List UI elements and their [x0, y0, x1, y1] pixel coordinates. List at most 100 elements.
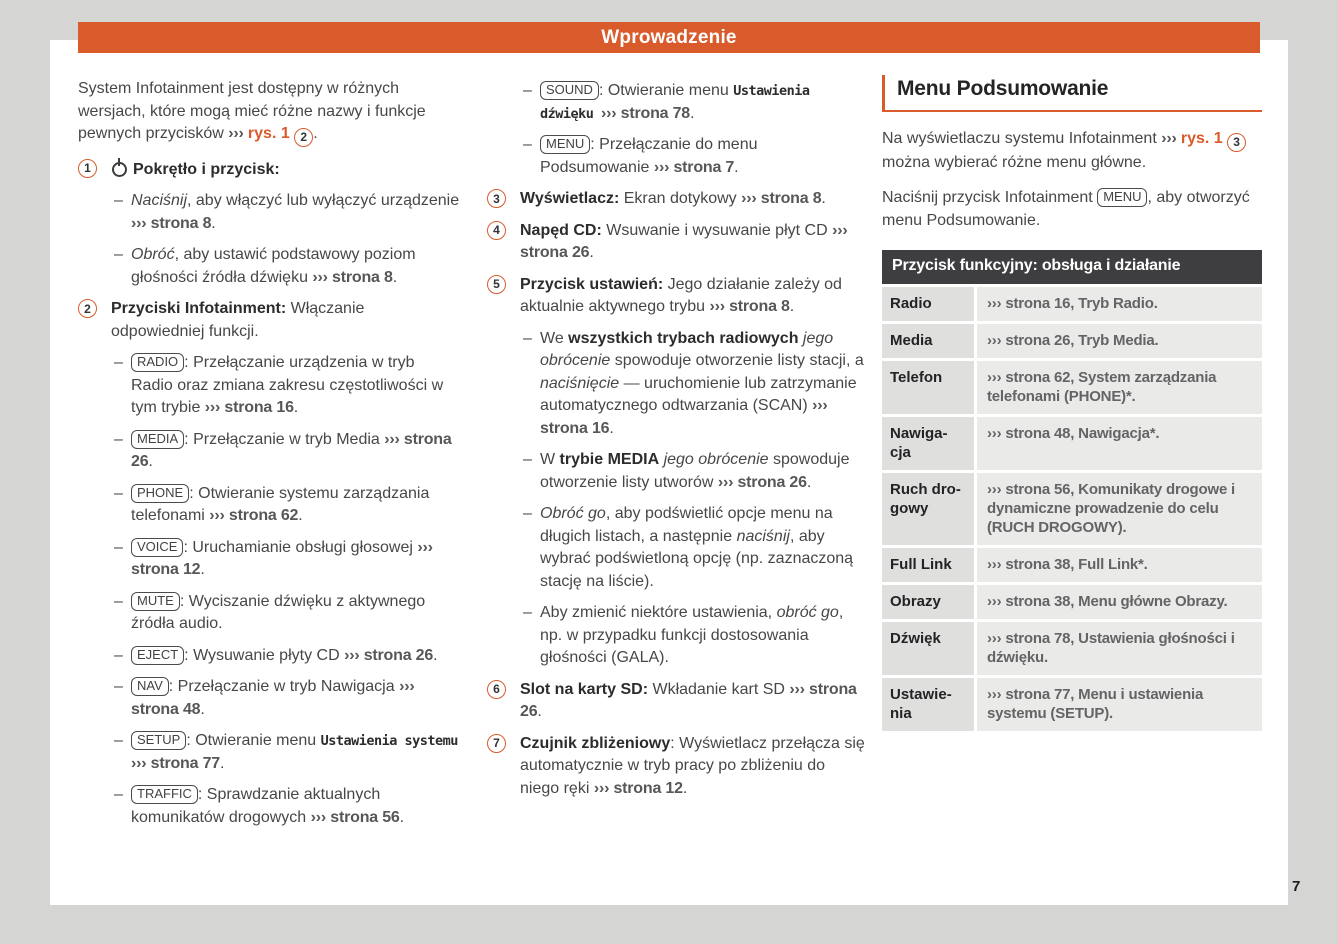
bold-text: Pokrętło i przycisk: [133, 160, 280, 178]
table-row: Ruch dro- gowy ››› strona 56, Komunikaty … [882, 472, 1262, 545]
chapter-header-bar: Wprowadzenie [78, 22, 1260, 53]
page-reference: ››› [1161, 130, 1181, 148]
paragraph: Naciśnij przycisk Infotainment MENU, aby… [882, 187, 1262, 232]
italic-text: Obróć [131, 246, 175, 263]
text-segment: Jego działanie zależy od aktualnie aktyw… [520, 275, 842, 316]
text-segment: , np. w przypadku funkcji dostosowania g… [540, 604, 844, 666]
dash-marker: – [114, 592, 123, 610]
numbered-item: 1 Pokrętło i przycisk: [78, 157, 460, 182]
italic-text: Obróć go [540, 505, 606, 522]
page-reference: ››› strona 7 [653, 158, 735, 176]
table-value-cell: ››› strona 48, Nawigacja*. [977, 416, 1262, 470]
bold-text: Przycisk ustawień: [520, 275, 664, 293]
table-value-cell: ››› strona 56, Komunikaty drogowe i dyna… [977, 472, 1262, 545]
dash-marker: – [114, 538, 123, 556]
table-key-cell: Nawiga- cja [882, 416, 974, 470]
figure-reference: rys. 1 [1180, 130, 1228, 148]
circled-number: 3 [487, 189, 506, 208]
circled-number: 3 [1227, 132, 1247, 152]
text-segment: . [789, 298, 795, 315]
text-segment: . [148, 453, 153, 470]
table-row: Telefon ››› strona 62, System zarządzania… [882, 360, 1262, 414]
text-segment: . [537, 703, 542, 720]
text-segment: . [806, 473, 812, 491]
dash-marker: – [114, 354, 123, 371]
dash-item: – SOUND: Otwieranie menu Ustawienia dźwię… [487, 80, 867, 125]
dash-marker: – [114, 732, 123, 749]
italic-text: jego obrócenie [540, 329, 834, 370]
page-reference: ››› strona 16 [540, 397, 828, 437]
text-segment: W [540, 451, 560, 468]
dash-item: – Obróć go, aby podświetlić opcje menu na… [487, 503, 867, 593]
text-segment: . [392, 268, 398, 286]
dash-item: – RADIO: Przełączanie urządzenia w tryb R… [78, 352, 460, 420]
table-row: Full Link ››› strona 38, Full Link*. [882, 547, 1262, 582]
keycap: SOUND [540, 81, 599, 100]
chapter-title: Wprowadzenie [601, 27, 737, 48]
page-reference: ››› strona 78 [601, 104, 691, 122]
page-reference: ››› strona 16 [204, 399, 294, 416]
item-body: EJECT: Wysuwanie płyty CD ››› strona 26. [131, 645, 460, 668]
text-segment: : Sprawdzanie aktualnych komunikatów dro… [131, 786, 381, 826]
bold-text: trybie MEDIA [559, 451, 660, 468]
keycap: TRAFFIC [131, 785, 198, 804]
numbered-item: 7 Czujnik zbliżeniowy: Wyświetlacz przełą… [487, 733, 867, 801]
item-body: Przyciski Infotainment: Włączanie odpowi… [111, 298, 460, 343]
table-key-cell: Media [882, 323, 974, 358]
text-segment: . [219, 754, 225, 772]
text-segment: . [313, 125, 318, 142]
table-value-cell: ››› strona 26, Tryb Media. [977, 323, 1262, 358]
table-key-cell: Obrazy [882, 584, 974, 619]
dash-marker: – [523, 82, 532, 99]
item-body: MENU: Przełączanie do menu Podsumowanie … [540, 134, 867, 179]
bold-text: Wyświetlacz: [520, 190, 620, 207]
text-segment: : Przełączanie urządzenia w tryb Radio o… [131, 354, 444, 416]
keycap: MENU [1097, 188, 1148, 208]
keycap: RADIO [131, 353, 185, 372]
text-segment: można wybierać różne menu główne. [882, 153, 1147, 171]
paragraph: System Infotainment jest dostępny w różn… [78, 78, 460, 147]
dash-item: – EJECT: Wysuwanie płyty CD ››› strona 26… [78, 645, 460, 668]
table-value-cell: ››› strona 62, System zarządzania telefo… [977, 360, 1262, 414]
text-segment: . [200, 561, 205, 578]
text-segment: . [298, 507, 303, 524]
item-body: SETUP: Otwieranie menu Ustawienia system… [131, 730, 460, 775]
item-body: SOUND: Otwieranie menu Ustawienia dźwięk… [540, 80, 867, 125]
text-segment: Aby zmienić niektóre ustawienia, [540, 604, 777, 621]
page-reference: ››› strona 26 [344, 646, 434, 664]
text-segment: Wsuwanie i wysuwanie płyt CD [601, 221, 833, 239]
item-body: Przycisk ustawień: Jego działanie zależy… [520, 274, 867, 319]
circled-number: 7 [487, 733, 506, 753]
dash-marker: – [523, 329, 532, 347]
text-segment: System Infotainment jest dostępny w różn… [78, 80, 426, 142]
item-body: MUTE: Wyciszanie dźwięku z aktywnego źró… [131, 591, 460, 636]
dash-marker: – [523, 505, 532, 522]
section-paragraphs: Na wyświetlaczu systemu Infotainment ›››… [882, 128, 1262, 232]
page-reference: ››› strona 56 [310, 808, 400, 826]
column-left: System Infotainment jest dostępny w różn… [78, 78, 460, 838]
table-key-cell: Ruch dro- gowy [882, 472, 974, 545]
numbered-item: 5 Przycisk ustawień: Jego działanie zależ… [487, 274, 867, 319]
text-segment: Ekran dotykowy [619, 190, 742, 207]
dash-marker: – [114, 192, 123, 209]
table-row: Media ››› strona 26, Tryb Media. [882, 323, 1262, 358]
bold-text: Napęd CD: [520, 221, 602, 239]
page-reference: ››› strona 48 [131, 678, 415, 718]
page-reference: ››› strona 8 [709, 298, 790, 315]
dash-item: – TRAFFIC: Sprawdzanie aktualnych komunik… [78, 784, 460, 829]
keycap: MENU [540, 135, 591, 154]
table-row: Obrazy ››› strona 38, Menu główne Obrazy. [882, 584, 1262, 619]
page-reference: ››› strona 77 [131, 754, 220, 772]
dash-marker: – [114, 678, 123, 695]
text-segment: : Uruchamianie obsługi głosowej [183, 538, 418, 556]
table-header: Przycisk funkcyjny: obsługa i działanie [882, 250, 1262, 284]
text-segment: — uruchomienie lub zatrzymanie automatyc… [540, 374, 857, 415]
page-reference: ››› strona 26 [520, 680, 857, 721]
page-reference: ››› strona 8 [312, 268, 393, 286]
italic-text: naciśnięcie [540, 374, 620, 392]
dash-item: – MUTE: Wyciszanie dźwięku z aktywnego źr… [78, 591, 460, 636]
text-segment: Naciśnij przycisk Infotainment [882, 189, 1098, 207]
item-body: Napęd CD: Wsuwanie i wysuwanie płyt CD ›… [520, 220, 867, 265]
text-segment: : Otwieranie menu [186, 732, 321, 749]
